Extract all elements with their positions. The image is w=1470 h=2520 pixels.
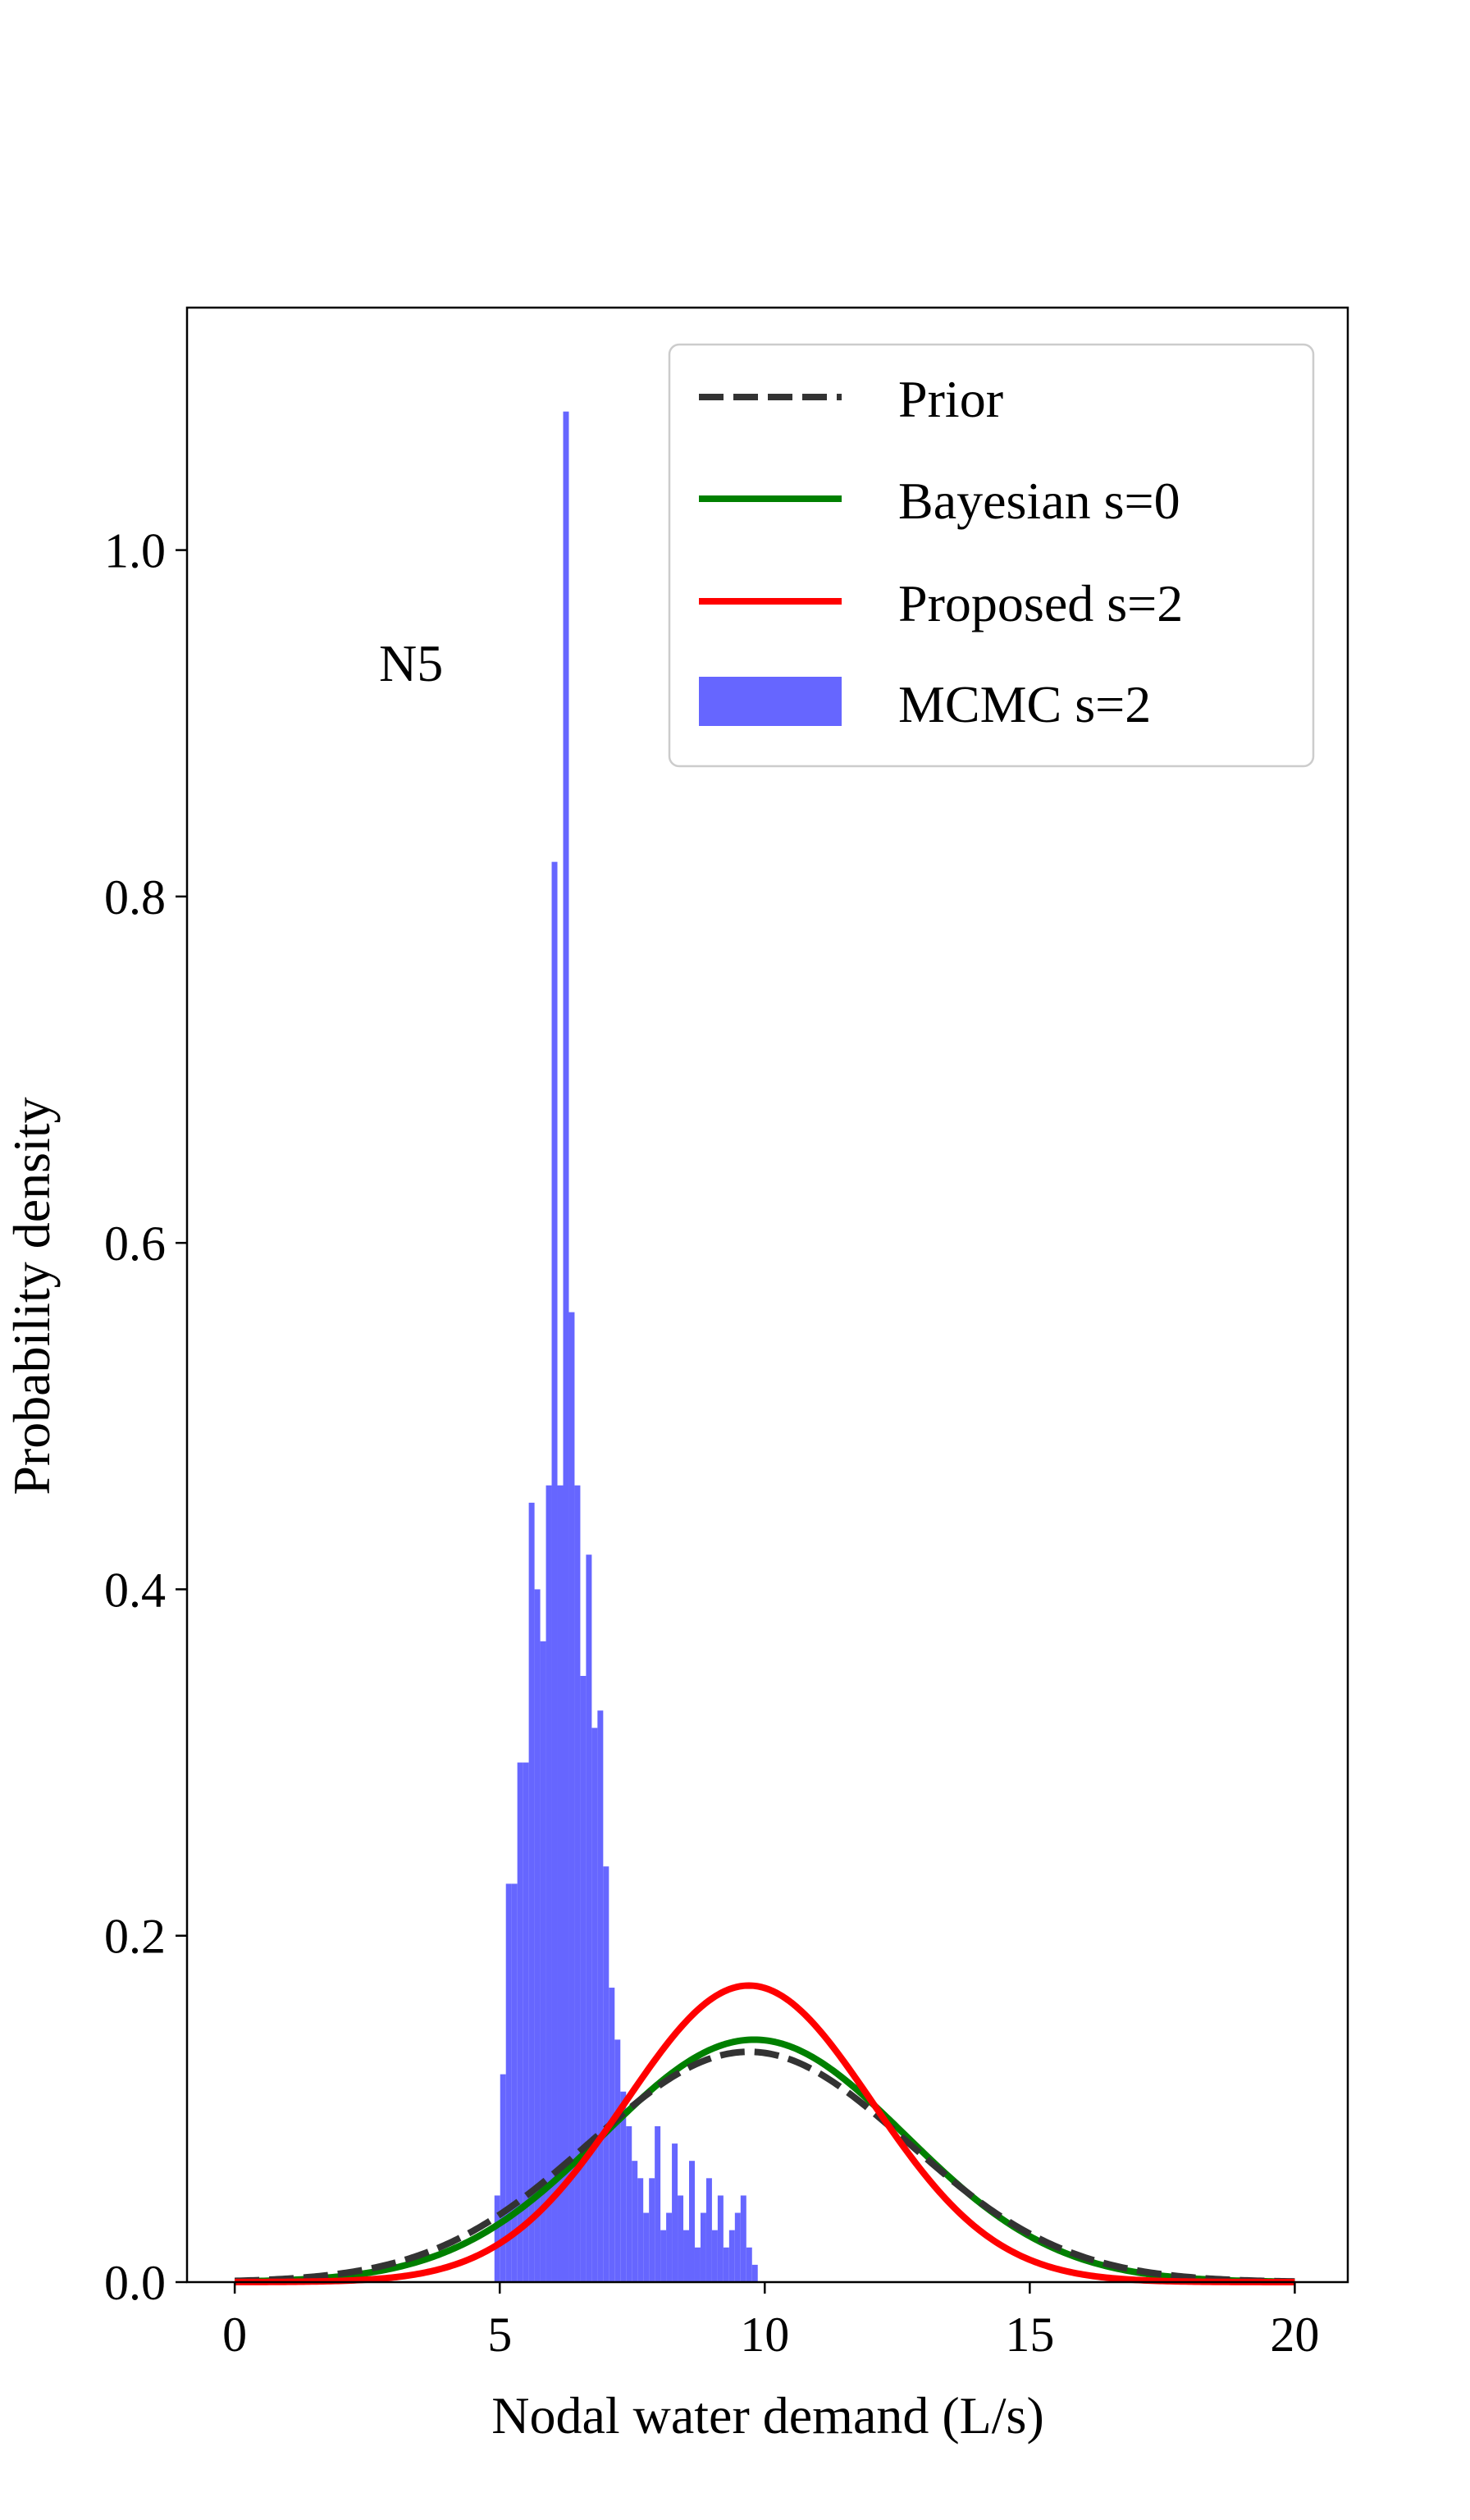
histogram-bar [505, 1883, 512, 2282]
y-tick-label: 0.6 [104, 1217, 166, 1271]
histogram-bar [700, 2212, 706, 2282]
x-tick-label: 10 [740, 2308, 789, 2362]
histogram-bar [746, 2247, 752, 2282]
x-tick-label: 5 [487, 2308, 512, 2362]
histogram-bar [523, 1762, 529, 2282]
series-line-bayesian-s-0 [234, 2036, 1296, 2285]
x-axis-ticks: 0 5 10 15 20 [222, 2282, 1319, 2362]
histogram-bar [540, 1641, 546, 2282]
histogram-bar [740, 2195, 746, 2282]
histogram-bar [591, 1728, 598, 2282]
histogram-bar [614, 2039, 621, 2282]
histogram-bar [660, 2230, 667, 2282]
x-axis-label: Nodal water demand (L/s) [491, 2386, 1044, 2445]
histogram-bar [563, 411, 569, 2283]
histogram-bar [534, 1589, 541, 2282]
histogram-bar [500, 2074, 506, 2282]
legend-box [668, 343, 1315, 768]
histogram-bar [609, 1988, 615, 2282]
histogram-bar [717, 2195, 724, 2282]
x-tick-label: 20 [1270, 2308, 1319, 2362]
legend: Prior Bayesian s=0 Proposed s=2 MCMC s=2 [668, 343, 1315, 768]
y-tick-label: 0.4 [104, 1563, 166, 1617]
histogram-bar [632, 2161, 638, 2282]
y-axis-ticks: 0.0 0.2 0.4 0.6 0.8 1.0 [104, 524, 187, 2310]
y-tick-label: 0.2 [104, 1910, 166, 1964]
histogram-bars [494, 411, 758, 2283]
histogram-bar [734, 2212, 741, 2282]
histogram-bar [643, 2212, 650, 2282]
histogram-bar [655, 2125, 661, 2282]
histogram-bar [551, 861, 558, 2282]
histogram-bar [694, 2247, 701, 2282]
series-line-prior [234, 2048, 1296, 2285]
histogram-bar [603, 1866, 609, 2282]
y-tick-label: 0.0 [104, 2256, 166, 2310]
histogram-bar [705, 2178, 712, 2282]
histogram-bar [597, 1710, 604, 2282]
histogram-bar [620, 2091, 627, 2282]
histogram-bar [574, 1485, 581, 2282]
histogram-bar [751, 2264, 758, 2282]
x-tick-label: 15 [1005, 2308, 1054, 2362]
histogram-bar [683, 2230, 690, 2282]
density-curves [234, 1982, 1296, 2285]
legend-label-mcmc: MCMC s=2 [898, 675, 1151, 733]
histogram-bar [626, 2125, 632, 2282]
legend-label-bayesian: Bayesian s=0 [898, 472, 1180, 530]
histogram-bar [580, 1676, 587, 2282]
histogram-bar [528, 1502, 535, 2282]
legend-label-proposed: Proposed s=2 [898, 574, 1183, 632]
histogram-bar [637, 2178, 644, 2282]
histogram-bar [678, 2195, 684, 2282]
histogram-bar [546, 1485, 552, 2282]
histogram-bar [649, 2178, 655, 2282]
y-tick-label: 1.0 [104, 524, 166, 578]
y-tick-label: 0.8 [104, 870, 166, 924]
histogram-bar [689, 2161, 695, 2282]
histogram-bar [568, 1312, 575, 2282]
plot-frame [185, 306, 1349, 2284]
series-line-proposed-s-2 [234, 1982, 1296, 2285]
histogram-bar [672, 2143, 678, 2282]
legend-swatch-mcmc [699, 677, 842, 726]
node-annotation: N5 [379, 634, 443, 692]
x-tick-label: 0 [222, 2308, 247, 2362]
histogram-bar [711, 2230, 718, 2282]
legend-label-prior: Prior [898, 370, 1003, 428]
histogram-bar [728, 2230, 735, 2282]
y-axis-label: Probability density [2, 1097, 61, 1495]
histogram-bar [666, 2212, 673, 2282]
histogram-bar [511, 1883, 518, 2282]
histogram-bar [586, 1554, 592, 2282]
histogram-bar [494, 2195, 500, 2282]
histogram-bar [517, 1762, 523, 2282]
histogram-bar [557, 1485, 564, 2282]
histogram-bar [723, 2247, 729, 2282]
